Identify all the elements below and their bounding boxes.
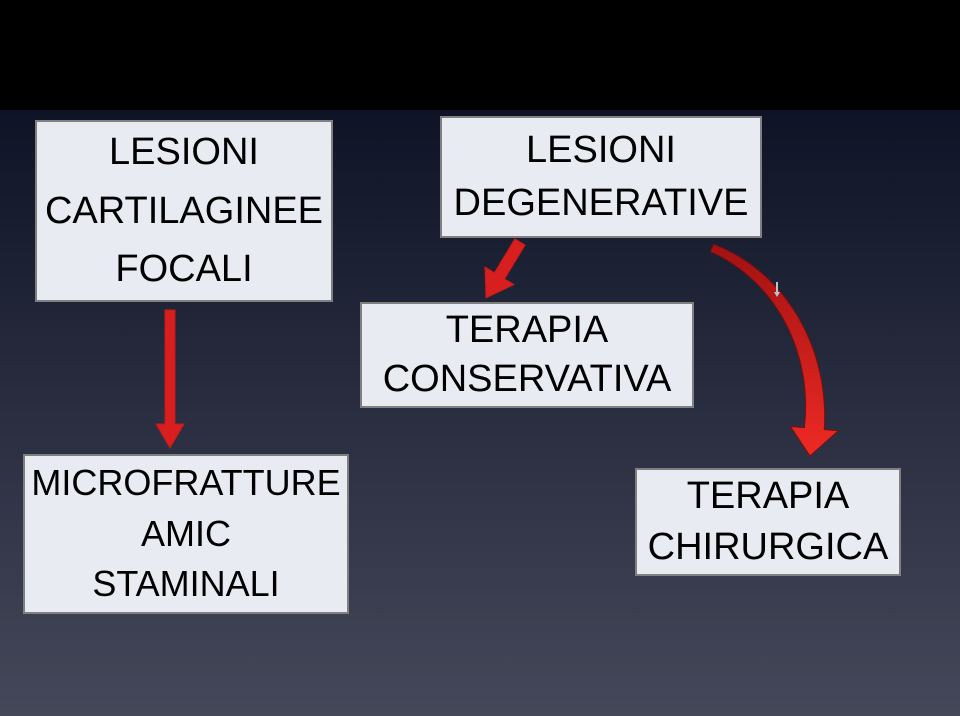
text-line: STAMINALI <box>92 559 279 609</box>
text-line: CONSERVATIVA <box>383 355 672 404</box>
text-line: LESIONI <box>109 123 259 182</box>
top-black-band <box>0 0 960 110</box>
text-line: LESIONI <box>526 124 676 177</box>
text-line: TERAPIA <box>687 471 850 522</box>
text-line: CHIRURGICA <box>648 522 889 573</box>
text-line: AMIC <box>141 509 231 559</box>
box-focal-lesions: LESIONICARTILAGINEEFOCALI <box>35 120 333 302</box>
text-line: MICROFRATTURE <box>31 458 340 508</box>
text-line: TERAPIA <box>446 306 609 355</box>
box-degenerative-lesions: LESIONIDEGENERATIVE <box>440 116 762 238</box>
text-line: FOCALI <box>115 240 252 299</box>
box-microfractures: MICROFRATTUREAMICSTAMINALI <box>23 454 349 614</box>
text-line: CARTILAGINEE <box>45 182 323 241</box>
box-surgical-therapy: TERAPIACHIRURGICA <box>635 468 901 576</box>
text-line: DEGENERATIVE <box>454 177 749 230</box>
box-conservative-therapy: TERAPIACONSERVATIVA <box>360 302 694 408</box>
slide-canvas: LESIONICARTILAGINEEFOCALI LESIONIDEGENER… <box>0 0 960 716</box>
